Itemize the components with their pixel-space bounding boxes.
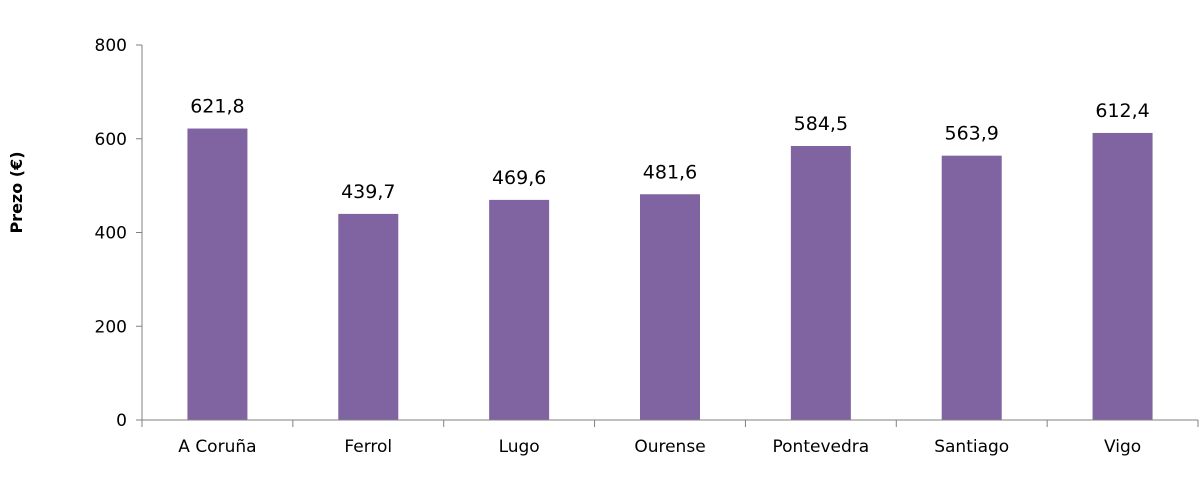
bars (187, 128, 1153, 420)
bar-value-label: 481,6 (643, 161, 697, 183)
bar-value-label: 439,7 (341, 181, 395, 203)
bar (187, 128, 248, 420)
x-tick-label: A Coruña (178, 437, 256, 457)
data-labels: 621,8 439,7 469,6 481,6 584,5 563,9 612,4 (190, 96, 1150, 203)
bar-value-label: 621,8 (190, 96, 244, 118)
x-tick-label: Santiago (934, 437, 1009, 457)
x-axis-ticks: A Coruña Ferrol Lugo Ourense Pontevedra Santi… (141, 420, 1199, 457)
x-tick-label: Pontevedra (773, 437, 870, 457)
bar (1092, 132, 1153, 420)
bar (941, 155, 1002, 420)
y-tick-label: 800 (95, 36, 127, 56)
y-tick-label: 400 (95, 224, 127, 244)
bar-value-label: 563,9 (945, 123, 999, 145)
x-tick-label: Lugo (499, 437, 540, 457)
x-tick-label: Vigo (1104, 437, 1141, 457)
bar (489, 199, 550, 420)
bar (640, 194, 700, 420)
x-tick-label: Ourense (634, 437, 705, 457)
y-tick-label: 600 (95, 130, 127, 150)
x-tick-label: Ferrol (344, 437, 392, 457)
y-axis-ticks: 0 200 400 600 800 (95, 36, 142, 431)
bar (790, 146, 851, 420)
bar-value-label: 469,6 (492, 167, 546, 189)
y-tick-label: 0 (116, 411, 127, 431)
bar (338, 213, 399, 420)
y-axis-title: Prezo (€) (7, 151, 26, 233)
bar-value-label: 612,4 (1095, 100, 1149, 122)
y-tick-label: 200 (95, 317, 127, 337)
bar-value-label: 584,5 (794, 113, 848, 135)
